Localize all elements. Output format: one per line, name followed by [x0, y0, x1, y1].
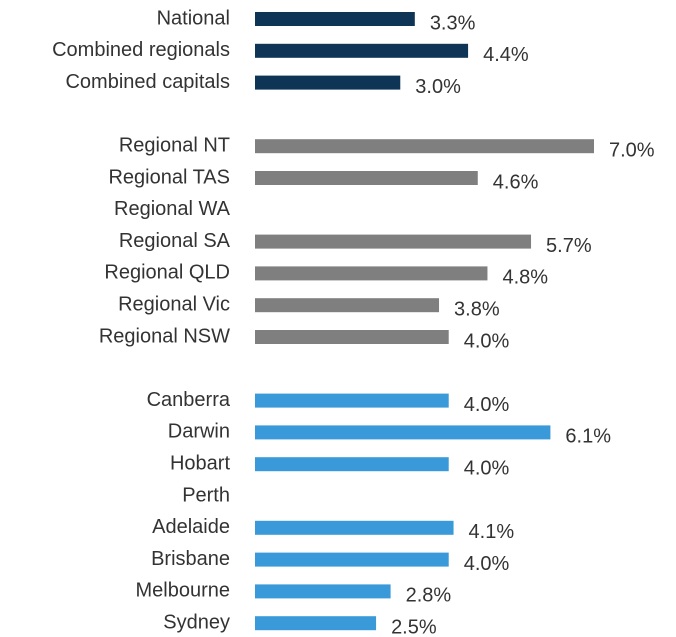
category-label: Hobart — [170, 452, 230, 474]
value-label: 6.1% — [565, 426, 611, 448]
bar — [255, 75, 401, 90]
category-label: Melbourne — [135, 580, 230, 602]
bar — [255, 616, 377, 631]
category-label: Regional NT — [119, 134, 230, 156]
value-label: 3.0% — [415, 76, 461, 98]
value-label: 4.6% — [493, 171, 539, 193]
category-label: Regional Vic — [118, 293, 230, 315]
category-label: Regional QLD — [104, 262, 230, 284]
bar — [255, 552, 449, 567]
bar — [255, 330, 449, 344]
category-label: Canberra — [147, 389, 231, 411]
category-label: Brisbane — [151, 548, 230, 570]
value-label: 2.8% — [406, 585, 452, 607]
bar — [255, 425, 551, 440]
value-label: 5.7% — [546, 235, 592, 257]
category-label: Regional TAS — [108, 166, 230, 188]
value-label: 4.0% — [464, 394, 510, 416]
value-label: 4.4% — [483, 44, 529, 66]
bar — [255, 12, 415, 26]
value-label: 4.8% — [502, 267, 548, 289]
value-label: 4.0% — [464, 457, 510, 479]
category-label: Regional NSW — [99, 325, 230, 347]
category-label: Perth — [182, 484, 230, 506]
value-label: 2.5% — [391, 616, 437, 637]
bar — [255, 393, 449, 408]
bar — [255, 457, 449, 472]
bar — [255, 266, 488, 281]
value-label: 4.0% — [464, 553, 510, 575]
category-label: Sydney — [163, 611, 230, 633]
bar — [255, 171, 478, 185]
category-label: Regional SA — [119, 230, 231, 252]
value-label: 7.0% — [609, 139, 655, 161]
category-label: Adelaide — [152, 516, 230, 538]
bar — [255, 43, 469, 58]
category-label: Combined regionals — [52, 39, 230, 61]
bar — [255, 234, 532, 249]
value-label: 4.1% — [469, 521, 515, 543]
category-label: Regional WA — [114, 198, 231, 220]
category-label: Darwin — [168, 421, 230, 443]
category-label: National — [157, 7, 230, 29]
bar — [255, 520, 454, 535]
value-label: 3.3% — [430, 12, 476, 34]
value-label: 4.0% — [464, 330, 510, 352]
bar — [255, 139, 594, 154]
bar — [255, 298, 440, 313]
value-label: 3.8% — [454, 298, 500, 320]
bar — [255, 584, 391, 599]
category-label: Combined capitals — [65, 71, 230, 93]
